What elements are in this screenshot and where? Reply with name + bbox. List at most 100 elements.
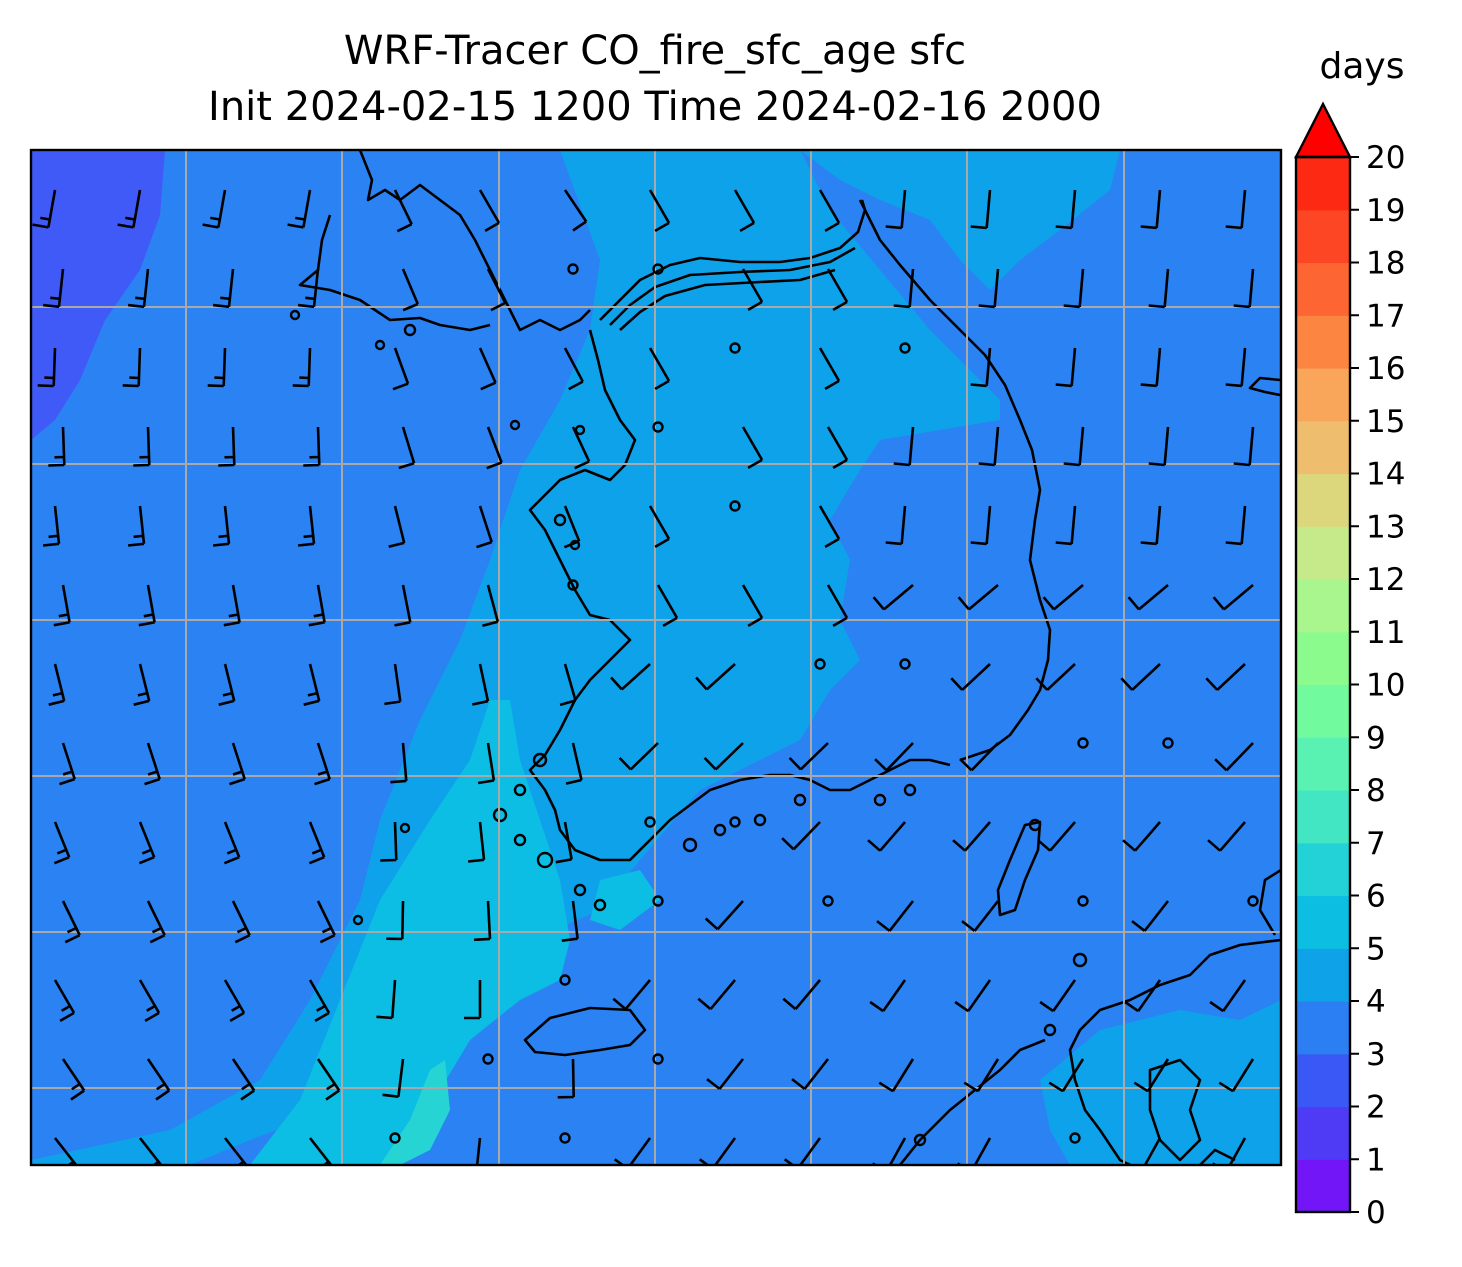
calm-circle	[644, 816, 656, 828]
island-jeju	[523, 1006, 647, 1057]
calm-circle	[482, 1053, 494, 1065]
wind-barb	[826, 584, 849, 628]
coast-korea-east	[858, 199, 1052, 762]
wind-barb	[741, 584, 764, 628]
colorbar-segment	[1296, 1159, 1350, 1213]
coast-yalu	[599, 199, 867, 321]
colorbar-tick-label: 1	[1366, 1142, 1386, 1178]
calm-circle	[559, 974, 571, 986]
calm-circle	[822, 895, 834, 907]
wind-barb	[316, 900, 336, 944]
chart-title-line2: Init 2024-02-15 1200 Time 2024-02-16 200…	[208, 84, 1102, 130]
wind-barb	[464, 980, 482, 1020]
islet	[913, 1133, 927, 1147]
wind-barb	[1035, 663, 1076, 691]
colorbar-segment	[1296, 842, 1350, 897]
wind-barb	[782, 979, 821, 1011]
colorbar-tick-label: 15	[1366, 404, 1405, 440]
wind-barbs	[32, 189, 1259, 1165]
islet	[1028, 818, 1042, 832]
wind-barb	[893, 426, 915, 467]
wind-barb	[970, 347, 992, 388]
colorbar-segment	[1296, 579, 1350, 633]
wind-barb	[202, 189, 227, 229]
wind-barb	[384, 663, 402, 706]
wind-barb	[231, 900, 251, 944]
islet	[873, 793, 887, 807]
wind-barb	[42, 505, 61, 547]
colorbar-tick-label: 6	[1366, 879, 1386, 915]
islet	[553, 513, 567, 527]
wind-barb	[1055, 505, 1077, 546]
islet	[513, 833, 527, 847]
wind-barb	[970, 189, 992, 230]
wind-barb	[950, 663, 991, 691]
wind-barb	[1063, 268, 1085, 309]
wind-barb	[648, 189, 671, 233]
wind-barb	[297, 505, 316, 547]
coast-yalu-3	[619, 268, 836, 331]
wind-barb	[478, 347, 497, 391]
wind-barb	[872, 584, 914, 611]
wind-barb	[1131, 900, 1170, 932]
wind-barb	[733, 189, 756, 233]
wind-barb	[878, 1058, 915, 1093]
islet	[1072, 952, 1088, 968]
wind-barb	[610, 663, 651, 691]
wind-barb	[392, 347, 410, 391]
coast-shandong	[528, 329, 651, 862]
coast-liaodong-north	[358, 150, 591, 332]
wind-barb	[53, 584, 71, 627]
wind-barb	[133, 663, 151, 706]
wind-barb	[970, 505, 992, 546]
wind-barb	[303, 426, 321, 467]
colorbar-tick-label: 0	[1366, 1195, 1386, 1231]
wind-barb	[885, 189, 907, 230]
wind-barb	[791, 1058, 830, 1090]
wind-barb	[223, 979, 246, 1023]
colorbar-segments	[1296, 157, 1350, 1213]
wind-barb	[706, 1058, 745, 1090]
wind-barb	[229, 742, 246, 786]
coast-bohai	[298, 214, 491, 332]
wind-barb	[818, 189, 841, 233]
colorbar-tick-label: 12	[1366, 562, 1405, 598]
wind-barb	[388, 505, 406, 548]
wind-barb	[559, 663, 577, 707]
islet	[574, 424, 586, 436]
wind-barb	[1127, 584, 1169, 611]
wind-barb	[133, 426, 151, 467]
islet	[513, 783, 527, 797]
wind-barb	[1205, 663, 1246, 691]
wind-barb	[1140, 189, 1162, 230]
wind-barb	[826, 268, 849, 312]
wind-barb	[1120, 663, 1161, 691]
calm-circle	[729, 500, 741, 512]
islet	[352, 914, 364, 926]
wind-barb	[138, 979, 161, 1023]
wind-barb	[695, 663, 736, 691]
wind-barb	[1209, 979, 1247, 1013]
wind-barb	[826, 426, 849, 470]
colorbar-tick-label: 14	[1366, 457, 1405, 493]
field-5-6-b	[590, 870, 660, 930]
colorbar-segment	[1296, 526, 1350, 580]
islet	[399, 822, 411, 834]
wind-barb	[571, 426, 591, 470]
islet	[753, 813, 767, 827]
wind-barb	[473, 900, 492, 942]
wind-barb	[648, 505, 671, 549]
map-frame	[29, 148, 1283, 1167]
wind-barb	[207, 347, 227, 388]
wind-barb	[893, 268, 915, 309]
islet	[374, 339, 386, 351]
wind-barb	[297, 268, 320, 309]
wind-barb	[127, 505, 146, 547]
colorbar-segment	[1296, 737, 1350, 791]
field-6-7	[380, 1060, 450, 1165]
wind-barb	[390, 742, 408, 784]
calm-circle	[1162, 737, 1174, 749]
wind-barb	[1055, 189, 1077, 230]
colorbar-segment	[1296, 790, 1350, 844]
